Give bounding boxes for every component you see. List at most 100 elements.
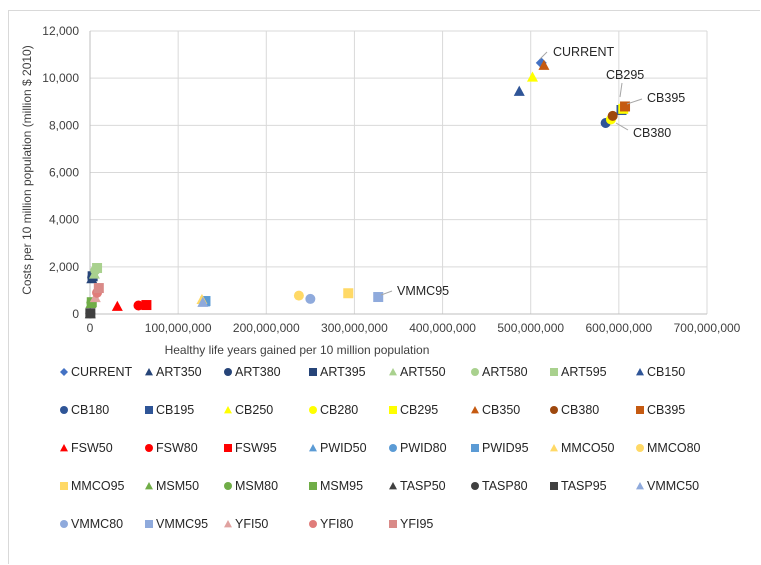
- legend-item-art595: ART595: [550, 365, 607, 379]
- legend-label: TASP50: [400, 479, 446, 493]
- legend-label: VMMC80: [71, 517, 123, 531]
- y-tick-label: 6,000: [49, 166, 79, 180]
- chart-frame: [8, 10, 760, 564]
- y-tick-label: 4,000: [49, 213, 79, 227]
- y-tick-label: 12,000: [42, 24, 79, 38]
- x-axis-title: Healthy life years gained per 10 million…: [165, 343, 430, 357]
- annotation-vmmc95: VMMC95: [397, 284, 449, 298]
- data-point-fsw50: [111, 300, 123, 311]
- legend-item-tasp80: TASP80: [471, 479, 528, 493]
- legend-item-vmmc50: VMMC50: [636, 479, 699, 493]
- legend-item-yfi80: YFI80: [309, 517, 353, 531]
- legend-item-pwid95: PWID95: [471, 441, 529, 455]
- x-tick-label: 100,000,000: [145, 321, 212, 335]
- legend-item-tasp95: TASP95: [550, 479, 607, 493]
- legend: CURRENT ART350 ART380 ART395 ART550 ART580 ART…: [60, 365, 701, 531]
- legend-item-fsw50: FSW50: [60, 441, 113, 455]
- legend-item-cb195: CB195: [145, 403, 194, 417]
- legend-marker: [145, 520, 153, 528]
- legend-label: CB350: [482, 403, 520, 417]
- legend-label: YFI50: [235, 517, 268, 531]
- data-point-cb350: [538, 59, 550, 70]
- x-tick-label: 700,000,000: [674, 321, 741, 335]
- legend-item-cb250: CB250: [224, 403, 273, 417]
- legend-label: CB195: [156, 403, 194, 417]
- legend-marker: [550, 482, 558, 490]
- legend-label: VMMC50: [647, 479, 699, 493]
- legend-item-yfi95: YFI95: [389, 517, 433, 531]
- legend-marker: [471, 368, 479, 376]
- legend-item-art580: ART580: [471, 365, 528, 379]
- legend-label: CB380: [561, 403, 599, 417]
- legend-marker: [145, 482, 153, 490]
- annotation-cb380: CB380: [633, 126, 671, 140]
- legend-label: TASP95: [561, 479, 607, 493]
- legend-label: YFI80: [320, 517, 353, 531]
- annotation-current: CURRENT: [553, 45, 614, 59]
- legend-label: CB180: [71, 403, 109, 417]
- data-point-vmmc50: [197, 296, 209, 307]
- legend-label: FSW95: [235, 441, 277, 455]
- x-tick-label: 500,000,000: [497, 321, 564, 335]
- legend-item-art380: ART380: [224, 365, 281, 379]
- legend-label: MMCO50: [561, 441, 615, 455]
- legend-item-cb380: CB380: [550, 403, 599, 417]
- data-point-msm95: [86, 297, 97, 308]
- annotation-leader: [626, 98, 643, 105]
- legend-label: ART380: [235, 365, 281, 379]
- legend-marker: [471, 482, 479, 490]
- legend-item-msm95: MSM95: [309, 479, 363, 493]
- legend-item-pwid50: PWID50: [309, 441, 367, 455]
- legend-marker: [550, 368, 558, 376]
- data-point-tasp95: [85, 308, 96, 319]
- legend-item-cb180: CB180: [60, 403, 109, 417]
- y-tick-label: 10,000: [42, 71, 79, 85]
- legend-marker: [309, 368, 317, 376]
- legend-label: VMMC95: [156, 517, 208, 531]
- legend-label: PWID50: [320, 441, 367, 455]
- legend-item-pwid80: PWID80: [389, 441, 447, 455]
- legend-marker: [145, 444, 153, 452]
- annotation-leader: [619, 82, 623, 98]
- legend-item-art350: ART350: [145, 365, 202, 379]
- legend-item-msm50: MSM50: [145, 479, 199, 493]
- legend-marker: [224, 406, 232, 414]
- data-point-fsw80: [133, 300, 144, 311]
- legend-marker: [309, 482, 317, 490]
- data-points: [84, 57, 631, 319]
- legend-label: MMCO95: [71, 479, 125, 493]
- legend-label: CB295: [400, 403, 438, 417]
- annotation-cb295: CB295: [606, 68, 644, 82]
- data-point-cb380: [607, 110, 618, 121]
- x-tick-label: 300,000,000: [321, 321, 388, 335]
- tick-labels: 0 2,000 4,000 6,000 8,000 10,000 12,000 0 100,00…: [42, 24, 740, 335]
- annotation-leader: [539, 51, 548, 60]
- data-point-cb395: [620, 101, 631, 112]
- legend-label: ART595: [561, 365, 607, 379]
- axes: [89, 31, 707, 315]
- legend-label: CURRENT: [71, 365, 132, 379]
- legend-label: CB395: [647, 403, 685, 417]
- legend-item-yfi50: YFI50: [224, 517, 268, 531]
- legend-label: ART580: [482, 365, 528, 379]
- legend-marker: [471, 444, 479, 452]
- data-point-art595: [92, 263, 103, 274]
- y-tick-label: 8,000: [49, 118, 79, 132]
- legend-marker: [550, 444, 558, 452]
- legend-marker: [145, 368, 153, 376]
- legend-item-cb150: CB150: [636, 365, 685, 379]
- annotation-leader: [615, 122, 629, 131]
- legend-marker: [636, 482, 644, 490]
- legend-marker: [145, 406, 153, 414]
- x-tick-label: 600,000,000: [585, 321, 652, 335]
- legend-item-mmco50: MMCO50: [550, 441, 615, 455]
- legend-label: CB280: [320, 403, 358, 417]
- legend-marker: [60, 520, 68, 528]
- legend-label: ART395: [320, 365, 366, 379]
- legend-item-vmmc80: VMMC80: [60, 517, 123, 531]
- legend-item-cb350: CB350: [471, 403, 520, 417]
- legend-item-current: CURRENT: [60, 365, 132, 379]
- legend-item-mmco80: MMCO80: [636, 441, 701, 455]
- legend-item-fsw95: FSW95: [224, 441, 277, 455]
